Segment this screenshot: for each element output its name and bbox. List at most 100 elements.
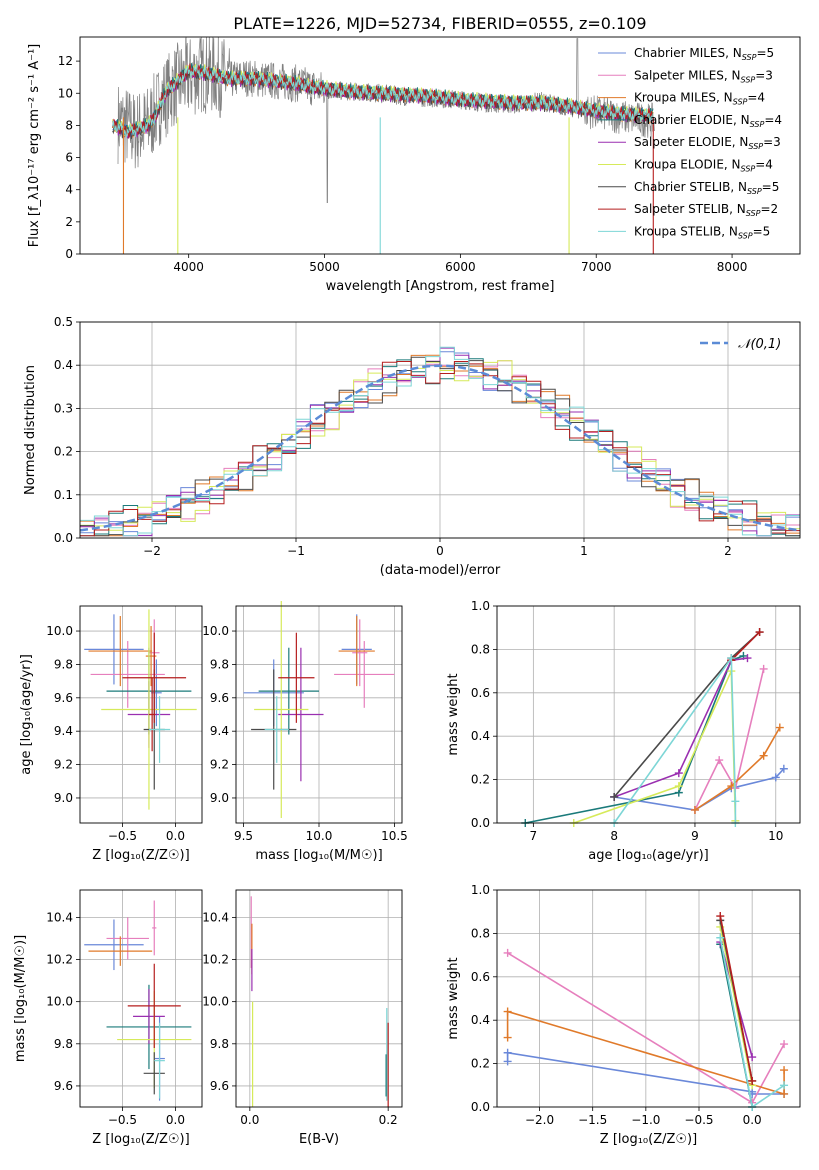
residuals-xtick-label: 2: [724, 544, 732, 558]
age-vs-Z-axes: −0.5 0.0 9.0 9.2 9.4 9.6 9.8 10.0 Z [log₁₀(Z/Z☉)…: [19, 606, 202, 863]
mass-weight-vs-age-ytick-label: 0.6: [471, 686, 490, 700]
residuals-ytick-label: 0.4: [54, 358, 73, 372]
mass-weight-vs-Z-lines: [503, 912, 789, 1111]
mass-weight-vs-Z-xtick-label: −1.5: [578, 1113, 607, 1127]
age-vs-Z-ytick-label: 9.2: [54, 758, 73, 772]
legend-label-sub: SSP: [742, 53, 757, 62]
mass-weight-vs-age-axes: 7 8 9 10 0.0 0.2 0.4 0.6 0.8 1.0 age [log₁₀(age/yr…: [446, 599, 800, 863]
age-vs-mass-ytick-label: 10.0: [202, 624, 229, 638]
age-vs-Z-xlabel: Z [log₁₀(Z/Z☉)]: [92, 848, 189, 863]
legend-label-main: Kroupa ELODIE, N: [634, 158, 741, 172]
mass-weight-marker: [715, 756, 724, 765]
mass-weight-vs-age-ytick-label: 0.0: [471, 816, 490, 830]
mass-weight-vs-age-frame: [496, 605, 801, 824]
mass-vs-EBV-xlabel: E(B-V): [299, 1132, 339, 1147]
mass-weight-vs-Z-ytick-label: 1.0: [471, 883, 490, 897]
residuals-xlabel: (data-model)/error: [380, 563, 501, 578]
legend-label: Kroupa STELIB, NSSP=5: [634, 224, 770, 240]
legend-label: Kroupa ELODIE, NSSP=4: [634, 158, 773, 174]
spectrum-ytick-label: 12: [58, 54, 73, 68]
age-vs-mass-ytick-label: 9.2: [210, 758, 229, 772]
mass-vs-EBV-ytick-label: 9.6: [210, 1079, 229, 1093]
legend-label-sub: SSP: [741, 75, 756, 84]
mass-weight-vs-age-xlabel: age [log₁₀(age/yr)]: [588, 848, 709, 863]
mass-weight-marker: [690, 805, 699, 814]
spectrum-xlabel: wavelength [Angstrom, rest frame]: [326, 279, 555, 294]
mass-weight-marker: [779, 764, 788, 773]
age-vs-Z-ytick-label: 10.0: [46, 624, 73, 638]
residuals-legend: 𝒩(0,1): [700, 337, 781, 352]
mass-weight-vs-Z-xtick-label: −2.0: [525, 1113, 554, 1127]
legend-label-main: Kroupa MILES, N: [634, 91, 733, 105]
mass-weight-line: [694, 727, 781, 811]
mass-vs-EBV-ytick-label: 10.4: [202, 910, 229, 924]
legend-label: 𝒩(0,1): [738, 337, 781, 352]
mass-vs-Z-xlabel: Z [log₁₀(Z/Z☉)]: [92, 1132, 189, 1147]
residuals-plot: [79, 346, 801, 537]
spectrum-axes: 4000 5000 6000 7000 8000 0 2 4 6 8 10 12 wavelength …: [27, 44, 747, 294]
age-vs-mass-ytick-label: 9.6: [210, 691, 229, 705]
residuals-ytick-label: 0.5: [54, 315, 73, 329]
spectrum-plot: [112, 37, 655, 254]
mass-weight-line: [613, 655, 737, 824]
mass-weight-vs-age-xtick-label: 9: [691, 829, 699, 843]
age-vs-mass-xtick-label: 10.0: [306, 829, 333, 843]
mass-vs-Z-ylabel: mass [log₁₀(M/M☉)]: [13, 935, 28, 1062]
legend-label-main: Salpeter ELODIE, N: [634, 135, 748, 149]
legend-label-tail: =3: [755, 68, 773, 82]
legend-label: Salpeter MILES, NSSP=3: [634, 68, 773, 84]
age-vs-mass-xlabel: mass [log₁₀(M/M☉)]: [255, 848, 382, 863]
mass-weight-marker: [780, 1089, 789, 1098]
legend-label-sub: SSP: [746, 209, 761, 218]
mass-weight-marker: [503, 1057, 512, 1066]
mass-weight-marker: [731, 797, 740, 806]
mass-weight-vs-Z-xtick-label: −1.0: [631, 1113, 660, 1127]
mass-vs-EBV-points: [250, 896, 389, 1107]
legend-label-tail: =5: [762, 180, 780, 194]
mass-weight-marker: [775, 723, 784, 732]
mass-weight-marker: [780, 1066, 789, 1075]
mass-vs-EBV-xtick-label: 0.2: [379, 1113, 398, 1127]
legend-label: Salpeter STELIB, NSSP=2: [634, 202, 778, 218]
mass-weight-line: [525, 655, 744, 824]
legend-label-main: Salpeter STELIB, N: [634, 202, 746, 216]
legend-label-main: Chabrier STELIB, N: [634, 180, 747, 194]
mass-weight-line: [719, 915, 753, 1082]
residuals-ytick-label: 0.1: [54, 488, 73, 502]
mass-weight-marker: [610, 792, 619, 801]
legend-label-sub: SSP: [741, 165, 756, 174]
mass-vs-Z-ytick-label: 10.2: [46, 953, 73, 967]
residual-histogram-series: [80, 360, 800, 531]
mass-weight-marker: [755, 628, 764, 637]
spectrum-ytick-label: 6: [65, 151, 73, 165]
mass-vs-EBV-ytick-label: 10.0: [202, 995, 229, 1009]
mass-weight-marker: [727, 654, 736, 663]
mass-vs-Z-ytick-label: 10.4: [46, 910, 73, 924]
mass-weight-vs-age-ylabel: mass weight: [446, 673, 461, 755]
mass-weight-vs-age-xtick-label: 8: [610, 829, 618, 843]
legend-label-tail: =2: [760, 202, 778, 216]
spectrum-xtick-label: 4000: [173, 260, 204, 274]
mass-weight-marker: [759, 751, 768, 760]
mass-weight-marker: [674, 769, 683, 778]
residuals-xtick-label: −2: [143, 544, 161, 558]
mass-weight-vs-Z-frame: [496, 889, 801, 1108]
mass-weight-vs-age-xtick-label: 10: [768, 829, 783, 843]
spectrum-model-line: [112, 64, 654, 138]
spectrum-xtick-label: 5000: [309, 260, 340, 274]
mass-vs-EBV-frame: [235, 889, 403, 1108]
mass-vs-Z-xtick-label: −0.5: [108, 1113, 137, 1127]
legend-label-main: Salpeter MILES, N: [634, 68, 741, 82]
age-vs-Z-xtick-label: −0.5: [108, 829, 137, 843]
gaussian-reference-curve: [79, 364, 801, 532]
age-vs-Z-ytick-label: 9.8: [54, 657, 73, 671]
legend-label-tail: =5: [753, 224, 771, 238]
mass-vs-Z-axes: −0.5 0.0 9.6 9.8 10.0 10.2 10.4 Z [log₁₀(Z/Z☉)]…: [13, 890, 202, 1147]
legend-label: Chabrier MILES, NSSP=5: [634, 46, 774, 62]
legend-label-main: Chabrier MILES, N: [634, 46, 742, 60]
legend-label-sub: SSP: [750, 120, 765, 129]
age-vs-mass-ytick-label: 9.4: [210, 724, 229, 738]
mass-vs-Z-frame: [79, 889, 203, 1108]
